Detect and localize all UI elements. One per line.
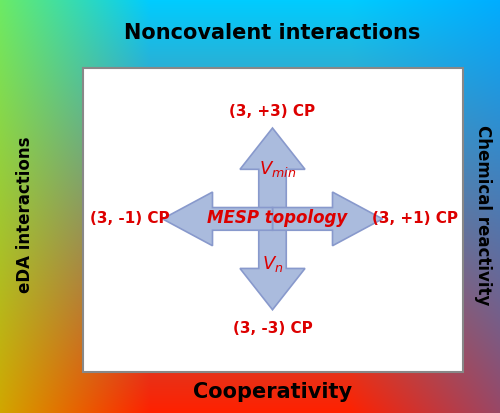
- Text: MESP topology: MESP topology: [208, 209, 348, 227]
- Text: $\mathit{V}_{\mathit{min}}$: $\mathit{V}_{\mathit{min}}$: [259, 159, 296, 179]
- Polygon shape: [240, 219, 305, 310]
- Text: Cooperativity: Cooperativity: [193, 382, 352, 402]
- Text: $\mathit{V}_{\mathit{n}}$: $\mathit{V}_{\mathit{n}}$: [262, 254, 283, 274]
- Polygon shape: [240, 128, 305, 219]
- Bar: [82, 68, 462, 372]
- Text: eDA interactions: eDA interactions: [16, 137, 34, 293]
- Text: Noncovalent interactions: Noncovalent interactions: [124, 23, 420, 43]
- Text: (3, -3) CP: (3, -3) CP: [232, 321, 312, 336]
- Text: (3, +1) CP: (3, +1) CP: [372, 211, 458, 226]
- Text: (3, +3) CP: (3, +3) CP: [230, 104, 316, 119]
- Polygon shape: [162, 192, 272, 246]
- Text: (3, -1) CP: (3, -1) CP: [90, 211, 170, 226]
- Polygon shape: [272, 192, 382, 246]
- Text: Chemical reactivity: Chemical reactivity: [474, 125, 492, 305]
